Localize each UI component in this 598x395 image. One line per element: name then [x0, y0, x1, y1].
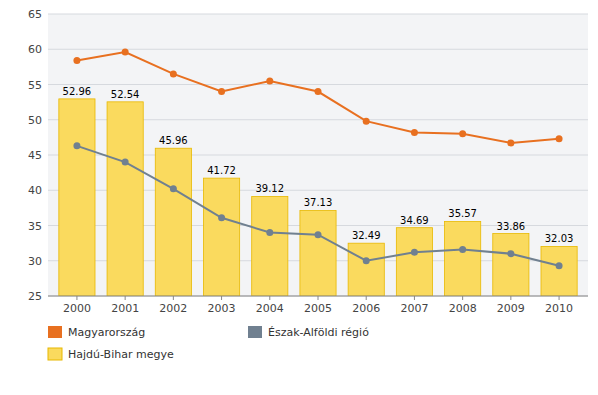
legend-swatch [48, 326, 62, 338]
y-tick-label: 55 [28, 79, 42, 92]
x-tick [510, 296, 511, 300]
marks [59, 49, 577, 296]
y-tick-label: 45 [28, 149, 42, 162]
line-marker [73, 57, 80, 64]
y-tick-label: 25 [28, 290, 42, 303]
y-tick-label: 40 [28, 184, 42, 197]
x-tick-label: 2007 [400, 302, 428, 315]
x-tick-label: 2000 [63, 302, 91, 315]
line-marker [556, 135, 563, 142]
line-marker [459, 246, 466, 253]
line-marker [315, 231, 322, 238]
x-tick [76, 296, 77, 300]
x-tick-label: 2002 [159, 302, 187, 315]
chart: 25 30 35 40 45 50 55 60 65 2000 2001 2002 2003 2004 20… [0, 0, 598, 395]
x-tick-label: 2008 [449, 302, 477, 315]
data-label: 52.54 [111, 89, 140, 100]
x-tick [318, 296, 319, 300]
y-tick-label: 65 [28, 8, 42, 21]
line-marker [411, 129, 418, 136]
line-marker [411, 249, 418, 256]
data-label: 41.72 [207, 165, 236, 176]
line-marker [363, 118, 370, 125]
grid-line [48, 84, 588, 85]
grid-line [48, 296, 588, 297]
bar [155, 148, 191, 296]
line-marker [218, 214, 225, 221]
grid-line [48, 14, 588, 15]
x-tick-label: 2001 [111, 302, 139, 315]
x-tick-label: 2009 [497, 302, 525, 315]
y-tick-label: 30 [28, 255, 42, 268]
line-marker [122, 49, 129, 56]
bar [493, 234, 529, 296]
line-marker [363, 257, 370, 264]
bar [252, 196, 288, 296]
y-tick-label: 50 [28, 114, 42, 127]
x-tick [366, 296, 367, 300]
line [77, 52, 559, 143]
legend-swatch [48, 348, 62, 360]
data-label: 52.96 [63, 86, 92, 97]
x-tick-label: 2005 [304, 302, 332, 315]
data-label: 39.12 [255, 183, 284, 194]
bar [348, 243, 384, 296]
line-marker [507, 250, 514, 257]
bar [396, 228, 432, 296]
legend-label: Észak-Alföldi régió [268, 326, 369, 339]
data-label: 34.69 [400, 215, 429, 226]
line-marker [459, 130, 466, 137]
x-tick [125, 296, 126, 300]
line-marker [556, 262, 563, 269]
bar [107, 102, 143, 296]
bar [203, 178, 239, 296]
data-label: 32.49 [352, 230, 381, 241]
plot-background [48, 14, 588, 296]
data-label: 37.13 [304, 197, 333, 208]
x-tick-label: 2004 [256, 302, 284, 315]
data-label: 32.03 [545, 233, 574, 244]
x-tick [559, 296, 560, 300]
x-tick [269, 296, 270, 300]
data-label: 33.86 [497, 221, 526, 232]
line-marker [218, 88, 225, 95]
line-marker [73, 142, 80, 149]
line [77, 146, 559, 266]
line-marker [266, 229, 273, 236]
bar [59, 99, 95, 296]
x-tick-label: 2010 [545, 302, 573, 315]
legend-label: Magyarország [68, 326, 145, 339]
y-tick-label: 60 [28, 43, 42, 56]
y-tick-label: 35 [28, 220, 42, 233]
legend-swatch [248, 326, 262, 338]
line-marker [266, 77, 273, 84]
data-label: 45.96 [159, 135, 188, 146]
line-marker [507, 140, 514, 147]
x-tick-label: 2006 [352, 302, 380, 315]
line-marker [315, 88, 322, 95]
data-label: 35.57 [448, 208, 477, 219]
x-tick [221, 296, 222, 300]
line-marker [170, 185, 177, 192]
grid-line [48, 49, 588, 50]
data-labels: 52.96 52.54 45.96 41.72 39.12 37.13 32.49 34.69… [63, 86, 574, 245]
line-marker [170, 70, 177, 77]
bar [300, 210, 336, 296]
x-axis-line [48, 296, 588, 297]
x-tick-label: 2003 [208, 302, 236, 315]
x-tick [173, 296, 174, 300]
legend-label: Hajdú-Bihar megye [68, 348, 174, 361]
bar [445, 221, 481, 296]
legend: Magyarország Észak-Alföldi régió Hajdú-Bih… [48, 326, 369, 361]
line-marker [122, 159, 129, 166]
x-tick [414, 296, 415, 300]
x-tick [462, 296, 463, 300]
bar [541, 246, 577, 296]
